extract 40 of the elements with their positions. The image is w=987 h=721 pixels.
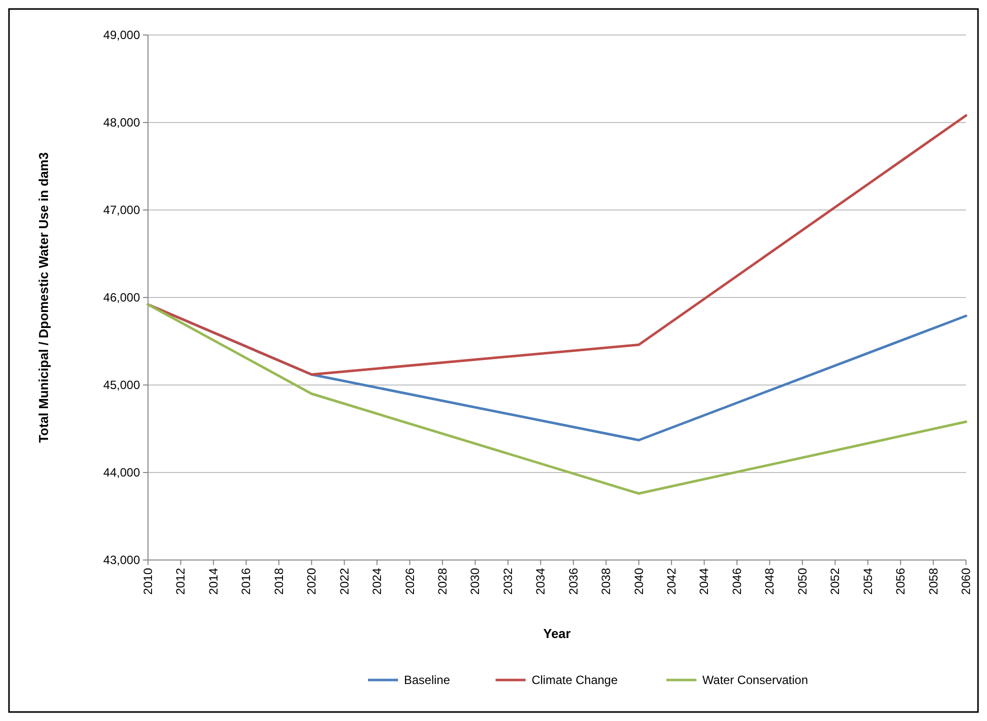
y-tick-label: 47,000 (103, 203, 140, 217)
x-tick-label: 2024 (370, 568, 384, 595)
x-tick-label: 2050 (795, 568, 810, 595)
y-tick-label: 48,000 (103, 116, 140, 130)
x-tick-label: 2028 (435, 568, 450, 595)
x-tick-label: 2012 (174, 568, 188, 595)
x-tick-label: 2018 (272, 568, 286, 595)
x-tick-label: 2048 (762, 568, 777, 595)
line-series (146, 303, 968, 495)
x-tick-label: 2060 (959, 568, 973, 595)
x-tick-label: 2044 (697, 568, 712, 595)
x-tick-label: 2026 (402, 568, 417, 595)
y-tick-label: 46,000 (103, 290, 140, 304)
x-tick-label: 2054 (860, 568, 875, 595)
x-axis-title: Year (543, 626, 571, 641)
x-tick-label: 2046 (730, 568, 744, 595)
x-tick-label: 2056 (894, 568, 908, 595)
x-tick-label: 2016 (239, 568, 254, 595)
x-tick-label: 2020 (304, 568, 319, 595)
x-tick-label: 2042 (664, 568, 679, 595)
legend-label: Climate Change (532, 673, 618, 687)
legend-label: Baseline (404, 673, 450, 687)
y-tick-label: 45,000 (103, 378, 140, 392)
x-tick-label: 2032 (500, 568, 515, 595)
legend-label: Water Conservation (702, 673, 808, 687)
y-axis-title: Total Municipal / Dpomestic Water Use in dam3 (36, 152, 51, 443)
x-tick-label: 2022 (337, 568, 352, 595)
x-tick-label: 2014 (206, 568, 220, 595)
y-tick-label: 44,000 (103, 466, 140, 480)
x-tick-label: 2058 (926, 568, 940, 595)
x-tick-label: 2030 (468, 568, 482, 595)
line-series (146, 114, 968, 376)
x-tick-label: 2036 (566, 568, 580, 595)
x-tick-label: 2034 (534, 568, 548, 595)
x-tick-label: 2010 (141, 568, 155, 595)
y-tick-label: 49,000 (103, 28, 140, 42)
y-tick-label: 43,000 (103, 553, 140, 567)
x-tick-label: 2052 (828, 568, 842, 595)
x-tick-label: 2040 (632, 568, 646, 595)
x-tick-label: 2038 (599, 568, 614, 595)
